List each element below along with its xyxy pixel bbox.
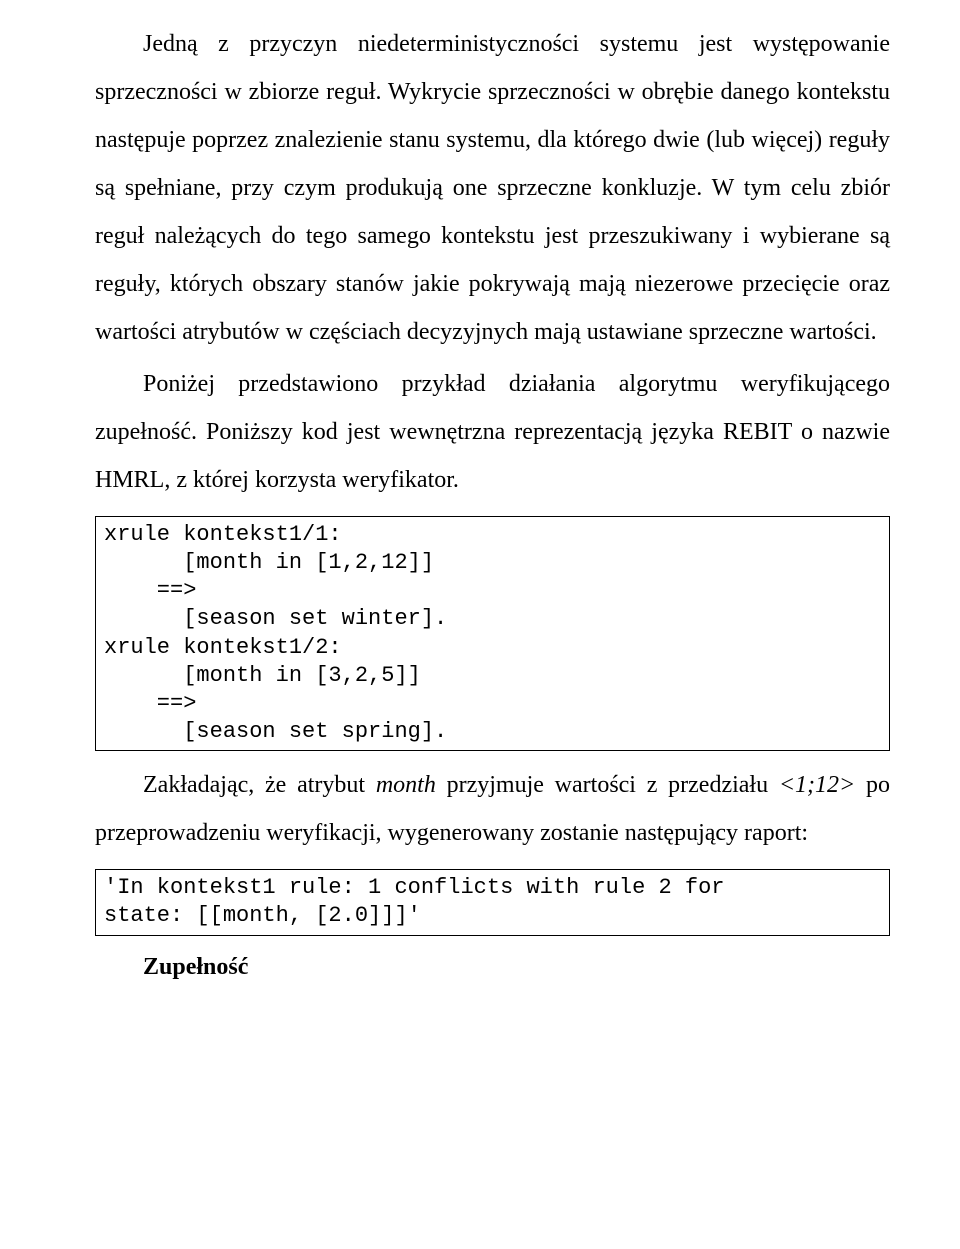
paragraph-3: Zakładając, że atrybut month przyjmuje w… (95, 761, 890, 857)
document-page: Jedną z przyczyn niedeterministyczności … (0, 0, 960, 1021)
paragraph-2: Poniżej przedstawiono przykład działania… (95, 360, 890, 504)
code-block-1: xrule kontekst1/1: [month in [1,2,12]] =… (95, 516, 890, 751)
p3-text-pre: Zakładając, że atrybut (143, 772, 376, 798)
p3-italic-range: <1;12> (779, 772, 855, 798)
p3-text-mid: przyjmuje wartości z przedziału (436, 772, 779, 798)
p3-italic-month: month (376, 772, 436, 798)
paragraph-1: Jedną z przyczyn niedeterministyczności … (95, 20, 890, 356)
code-block-2: 'In kontekst1 rule: 1 conflicts with rul… (95, 869, 890, 935)
section-heading-zupelnosc: Zupełność (143, 954, 890, 981)
